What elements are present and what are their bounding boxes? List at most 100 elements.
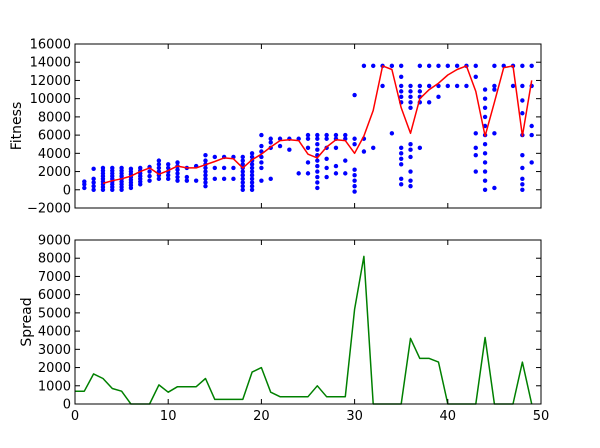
fitness-point <box>445 63 450 69</box>
fitness-point <box>399 156 404 161</box>
fitness-point <box>408 169 413 174</box>
fitness-point <box>361 149 367 154</box>
fitness-y-ticks: −2000 0 2000 4000 6000 8000 10000 12000 14000 160… <box>27 38 541 217</box>
fitness-point <box>426 63 432 69</box>
fitness-point <box>259 143 264 149</box>
y-tick-label: 0 <box>63 398 71 413</box>
fitness-point <box>482 178 488 183</box>
fitness-point <box>315 147 320 152</box>
fitness-plot-frame <box>74 43 542 209</box>
fitness-point <box>520 98 525 103</box>
fitness-point <box>352 189 357 194</box>
x-tick-label: 30 <box>346 409 363 424</box>
fitness-point <box>408 154 413 160</box>
y-tick-label: 8000 <box>38 110 71 125</box>
fitness-point <box>175 171 180 176</box>
fitness-point <box>399 162 404 167</box>
fitness-point <box>221 176 227 182</box>
fitness-point <box>240 154 245 160</box>
y-tick-label: 4000 <box>38 325 71 340</box>
fitness-point <box>520 187 525 192</box>
y-tick-label: 7000 <box>38 270 71 285</box>
y-tick-label: 4000 <box>38 147 71 162</box>
fitness-point <box>408 142 413 147</box>
fitness-point <box>399 74 404 80</box>
fitness-point <box>91 187 96 192</box>
fitness-point <box>445 83 450 89</box>
fitness-point <box>482 114 488 120</box>
fitness-point <box>482 160 488 165</box>
fitness-point <box>305 132 311 138</box>
fitness-point <box>361 63 367 69</box>
fitness-point <box>249 151 255 156</box>
fitness-point <box>333 145 339 151</box>
fitness-point <box>399 182 404 187</box>
fitness-point <box>147 169 152 174</box>
fitness-point <box>240 173 245 178</box>
fitness-point <box>399 63 404 69</box>
fitness-point <box>529 132 534 138</box>
fitness-point <box>268 176 273 182</box>
x-tick-label: 10 <box>160 409 177 424</box>
fitness-point <box>203 173 208 178</box>
y-tick-label: 0 <box>63 183 71 198</box>
fitness-point <box>315 185 320 191</box>
fitness-point <box>259 165 264 171</box>
fitness-point <box>240 176 245 182</box>
fitness-point <box>268 136 273 141</box>
fitness-point <box>389 131 395 136</box>
fitness-point <box>473 145 478 151</box>
fitness-point <box>212 176 217 182</box>
fitness-point <box>147 173 152 179</box>
fitness-point <box>352 167 357 172</box>
y-tick-label: 8000 <box>38 252 71 267</box>
fitness-point <box>426 100 432 105</box>
fitness-point <box>221 165 227 171</box>
fitness-point <box>212 154 217 160</box>
fitness-point <box>529 123 534 129</box>
fitness-point <box>520 182 525 187</box>
fitness-point <box>240 187 245 192</box>
fitness-point <box>529 63 534 69</box>
spread-marks <box>75 255 533 405</box>
fitness-point <box>203 176 208 182</box>
fitness-point <box>408 89 413 94</box>
fitness-point <box>287 147 292 152</box>
fitness-point <box>156 158 162 163</box>
fitness-point <box>333 163 339 169</box>
fitness-point <box>249 154 255 160</box>
fitness-point <box>520 63 525 69</box>
fitness-point <box>240 158 245 163</box>
fitness-point <box>166 173 171 178</box>
fitness-point <box>82 179 87 184</box>
fitness-point <box>175 167 180 172</box>
fitness-point <box>333 171 339 176</box>
fitness-point <box>482 87 488 92</box>
fitness-point <box>408 83 413 89</box>
fitness-point <box>417 89 423 94</box>
fitness-point <box>249 180 255 185</box>
fitness-point <box>249 165 255 171</box>
fitness-point <box>249 169 255 174</box>
y-tick-label: 6000 <box>38 129 71 144</box>
fitness-point <box>352 173 357 178</box>
fitness-point <box>473 169 478 174</box>
fitness-point <box>156 165 162 171</box>
spread-line <box>75 255 533 405</box>
x-tick-label: 50 <box>533 409 550 424</box>
fitness-point <box>315 169 320 174</box>
x-tick-label: 20 <box>253 409 270 424</box>
spread-y-axis-label: Spread <box>19 297 35 346</box>
fitness-point <box>492 131 497 136</box>
y-tick-label: 12000 <box>30 74 71 89</box>
fitness-point <box>315 158 320 163</box>
fitness-point <box>175 174 180 180</box>
fitness-point <box>315 163 320 169</box>
fitness-point <box>203 169 208 174</box>
y-tick-label: 3000 <box>38 343 71 358</box>
fitness-point <box>454 63 460 69</box>
fitness-point <box>343 158 348 163</box>
fitness-point <box>315 180 320 185</box>
fitness-point <box>492 87 497 92</box>
